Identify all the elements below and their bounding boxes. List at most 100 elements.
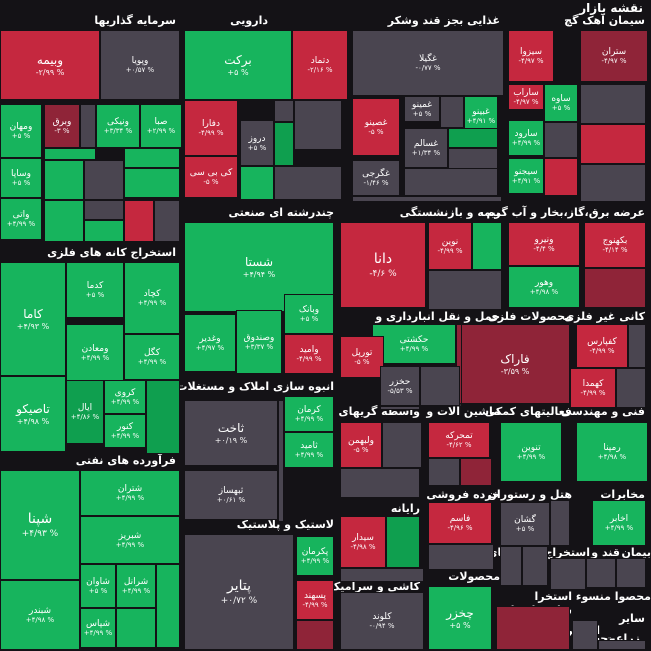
stock-tile-unlabeled[interactable]	[238, 100, 240, 102]
stock-tile[interactable]: شبریز +۴/۹۹ %	[80, 516, 180, 564]
stock-tile[interactable]: سیدار -۴/۹۸ %	[340, 516, 386, 568]
stock-tile[interactable]: وبیمه -۲/۹۹ %	[0, 30, 100, 100]
stock-tile-unlabeled[interactable]	[124, 200, 154, 242]
stock-tile[interactable]: کفپارس -۴/۹۹ %	[576, 324, 628, 368]
stock-tile[interactable]: تاصیکو +۴/۹۸ %	[0, 376, 66, 452]
stock-tile-unlabeled[interactable]	[352, 196, 502, 202]
stock-tile-unlabeled[interactable]	[84, 220, 124, 242]
stock-tile[interactable]: دتماد -۲/۱۶ %	[292, 30, 348, 100]
stock-tile[interactable]: صبا +۲/۹۹ %	[140, 104, 182, 148]
stock-tile[interactable]: تمحرکه -۴/۶۲ %	[428, 422, 490, 458]
stock-tile[interactable]: ساراب -۴/۹۷ %	[508, 84, 544, 110]
stock-tile[interactable]: ومعادن +۴/۹۹ %	[66, 324, 124, 382]
stock-tile[interactable]: اخابر +۴/۹۹ %	[592, 500, 646, 546]
stock-tile[interactable]: ثامید +۴/۹۹ %	[284, 432, 334, 468]
stock-tile-unlabeled[interactable]	[116, 608, 156, 648]
stock-tile[interactable]: شاوان +۵ %	[80, 564, 116, 608]
stock-tile[interactable]: ثبهساز +۰/۶۱ %	[184, 470, 278, 520]
stock-tile[interactable]: ثاخت +۰/۱۹ %	[184, 400, 278, 466]
stock-tile[interactable]: دروز +۵ %	[240, 120, 274, 166]
stock-tile[interactable]: سیجنو +۴/۹۱ %	[508, 158, 544, 194]
stock-tile-unlabeled[interactable]	[124, 148, 180, 168]
stock-tile-unlabeled[interactable]	[448, 128, 498, 148]
stock-tile[interactable]: ایال +۴/۸۶ %	[66, 380, 104, 444]
stock-tile-unlabeled[interactable]	[580, 164, 646, 202]
stock-tile-unlabeled[interactable]	[296, 620, 334, 650]
stock-tile-unlabeled[interactable]	[382, 422, 422, 468]
stock-tile[interactable]: ونیرو -۴/۴ %	[508, 222, 580, 266]
stock-tile-unlabeled[interactable]	[44, 200, 84, 242]
stock-tile-unlabeled[interactable]	[572, 620, 598, 650]
stock-tile-unlabeled[interactable]	[586, 558, 616, 588]
stock-tile-unlabeled[interactable]	[472, 222, 502, 270]
stock-tile-unlabeled[interactable]	[380, 406, 420, 410]
stock-tile[interactable]: ونیکی +۳/۳۴ %	[96, 104, 140, 148]
stock-tile-unlabeled[interactable]	[428, 270, 502, 310]
stock-tile-unlabeled[interactable]	[44, 148, 96, 160]
stock-tile-unlabeled[interactable]	[628, 324, 646, 368]
stock-tile[interactable]: دفارا -۴/۹۹ %	[184, 100, 238, 156]
stock-tile[interactable]: وپویا +۰/۵۷ %	[100, 30, 180, 100]
stock-tile-unlabeled[interactable]	[340, 468, 420, 498]
stock-tile[interactable]: کاما +۴/۹۳ %	[0, 262, 66, 376]
stock-tile[interactable]: شپاس +۴/۹۹ %	[80, 608, 116, 648]
stock-tile[interactable]: وبرق -۳ %	[44, 104, 80, 148]
stock-tile[interactable]: غمینو +۵ %	[404, 96, 440, 122]
stock-tile-unlabeled[interactable]	[294, 100, 342, 150]
stock-tile[interactable]: کنور +۴/۹۹ %	[104, 414, 146, 448]
stock-tile-unlabeled[interactable]	[404, 168, 498, 196]
stock-tile[interactable]: ساوه +۵ %	[544, 84, 578, 122]
stock-tile[interactable]: تنوین +۴/۹۹ %	[500, 422, 562, 482]
stock-tile[interactable]: کدما +۵ %	[66, 262, 124, 318]
stock-tile-unlabeled[interactable]	[274, 166, 342, 200]
stock-tile[interactable]: غگیلا -۰/۷۷ %	[352, 30, 504, 96]
stock-tile[interactable]: چخزر +۵ %	[428, 586, 492, 650]
stock-tile[interactable]: وامید -۴/۹۹ %	[284, 334, 334, 374]
stock-tile-unlabeled[interactable]	[616, 558, 646, 588]
stock-tile[interactable]: وبانک +۵ %	[284, 294, 334, 334]
stock-tile[interactable]: حخزر -۵/۵۳ %	[380, 366, 420, 406]
stock-tile[interactable]: شرانل +۴/۹۹ %	[116, 564, 156, 608]
stock-tile[interactable]: غگرجی -۱/۴۶ %	[352, 160, 400, 196]
stock-tile[interactable]: گشان +۵ %	[500, 502, 550, 546]
stock-tile-unlabeled[interactable]	[550, 558, 586, 590]
stock-tile[interactable]: حکشتی +۴/۹۹ %	[372, 324, 456, 364]
stock-tile-unlabeled[interactable]	[522, 546, 548, 586]
stock-tile[interactable]: شتران +۴/۹۹ %	[80, 470, 180, 516]
stock-tile-unlabeled[interactable]	[440, 96, 464, 128]
stock-tile-unlabeled[interactable]	[420, 366, 460, 406]
stock-tile[interactable]: بکهنوج -۴/۱۴ %	[584, 222, 646, 268]
stock-tile[interactable]: کگل +۴/۹۹ %	[124, 334, 180, 380]
stock-tile-unlabeled[interactable]	[598, 640, 646, 650]
stock-tile-unlabeled[interactable]	[274, 122, 294, 166]
stock-tile[interactable]: برکت +۵ %	[184, 30, 292, 100]
stock-tile[interactable]: غصینو -۵ %	[352, 98, 400, 156]
stock-tile-unlabeled[interactable]	[240, 166, 274, 200]
stock-tile-unlabeled[interactable]	[580, 84, 646, 124]
stock-tile-unlabeled[interactable]	[80, 104, 96, 148]
stock-tile[interactable]: غسالم +۱/۳۴ %	[404, 128, 448, 168]
stock-tile-unlabeled[interactable]	[544, 122, 578, 158]
stock-tile-unlabeled[interactable]	[146, 380, 180, 454]
stock-tile[interactable]: واتی +۴/۹۹ %	[0, 198, 42, 240]
stock-tile-unlabeled[interactable]	[44, 160, 84, 200]
stock-tile-unlabeled[interactable]	[428, 458, 460, 486]
stock-tile[interactable]: پسهند -۴/۹۹ %	[296, 580, 334, 620]
stock-tile[interactable]: شبندر +۴/۹۸ %	[0, 580, 80, 650]
stock-tile[interactable]: دانا -۴/۶ %	[340, 222, 426, 308]
stock-tile-unlabeled[interactable]	[274, 100, 294, 122]
stock-tile-unlabeled[interactable]	[340, 568, 424, 582]
stock-tile[interactable]: نوین -۴/۹۹ %	[428, 222, 472, 270]
stock-tile-unlabeled[interactable]	[550, 500, 570, 546]
stock-tile-unlabeled[interactable]	[544, 158, 578, 196]
stock-tile[interactable]: شپنا +۴/۹۳ %	[0, 470, 80, 580]
stock-tile[interactable]: فاراک -۳/۵۹ %	[460, 324, 570, 404]
stock-tile-unlabeled[interactable]	[584, 268, 646, 308]
stock-tile-unlabeled[interactable]	[278, 400, 284, 522]
stock-tile[interactable]: کلوند -۰/۹۴ %	[340, 592, 424, 650]
stock-tile[interactable]: سیزوا -۴/۹۷ %	[508, 30, 554, 82]
stock-tile[interactable]: سارود +۴/۹۹ %	[508, 120, 544, 156]
stock-tile[interactable]: کچاد +۴/۹۹ %	[124, 262, 180, 334]
stock-tile-unlabeled[interactable]	[84, 160, 124, 200]
stock-tile[interactable]: رمپنا +۴/۹۸ %	[576, 422, 648, 482]
